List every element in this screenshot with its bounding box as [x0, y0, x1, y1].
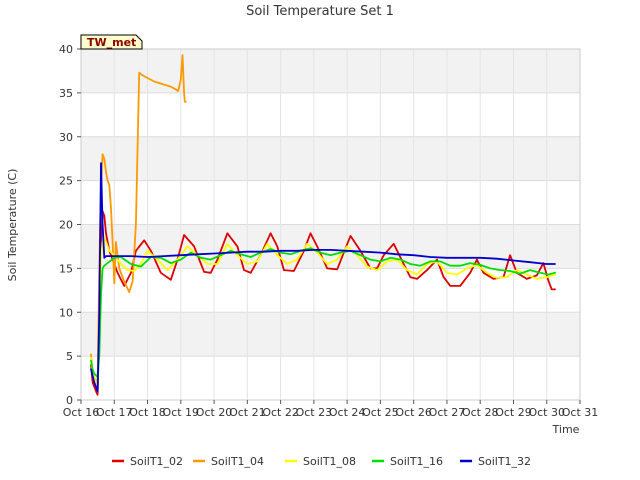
badge-label: TW_met [87, 36, 136, 49]
station-badge: TW_met [80, 34, 143, 50]
x-tick-label: Oct 20 [196, 406, 233, 419]
x-tick-label: Oct 26 [395, 406, 432, 419]
x-tick-label: Oct 31 [562, 406, 599, 419]
legend-label: SoilT1_16 [390, 455, 443, 468]
x-tick-label: Oct 27 [429, 406, 466, 419]
badge-box [80, 34, 143, 50]
legend-label: SoilT1_32 [478, 455, 531, 468]
y-tick-label: 15 [59, 262, 73, 275]
chart-title: Soil Temperature Set 1 [246, 4, 394, 19]
x-tick-label: Oct 28 [462, 406, 499, 419]
grid-band [81, 136, 580, 181]
x-tick-label: Oct 30 [528, 406, 565, 419]
y-tick-label: 10 [59, 306, 73, 319]
y-tick-label: 25 [59, 175, 73, 188]
y-tick-label: 35 [59, 87, 73, 100]
series-line-soilt1-32 [90, 162, 556, 393]
y-tick-label: 5 [66, 350, 73, 363]
legend-label: SoilT1_04 [211, 455, 264, 468]
x-tick-label: Oct 29 [495, 406, 532, 419]
grid-band [81, 49, 580, 93]
grid-band [81, 224, 580, 269]
x-tick-label: Oct 18 [129, 406, 166, 419]
y-tick-label: 40 [59, 43, 73, 56]
x-tick-label: Oct 16 [63, 406, 100, 419]
y-tick-label: 30 [59, 131, 73, 144]
y-axis-label: Soil Temperature (C) [6, 169, 19, 282]
legend-label: SoilT1_02 [130, 455, 183, 468]
x-tick-label: Oct 17 [96, 406, 133, 419]
x-tick-label: Oct 19 [163, 406, 200, 419]
series-line-soilt1-16 [90, 247, 556, 379]
y-tick-label: 20 [59, 219, 73, 232]
legend-label: SoilT1_08 [303, 455, 356, 468]
x-tick-label: Oct 23 [296, 406, 333, 419]
series-layer [90, 54, 556, 396]
x-tick-label: Oct 24 [329, 406, 366, 419]
x-tick-label: Oct 25 [362, 406, 399, 419]
x-tick-label: Oct 21 [229, 406, 266, 419]
x-tick-label: Oct 22 [262, 406, 299, 419]
legend: SoilT1_02 SoilT1_04 SoilT1_08 SoilT1_16 Soil… [112, 455, 531, 468]
y-tick-label: 0 [66, 394, 73, 407]
grid-band [81, 312, 580, 357]
x-axis-label: Time [552, 423, 580, 436]
